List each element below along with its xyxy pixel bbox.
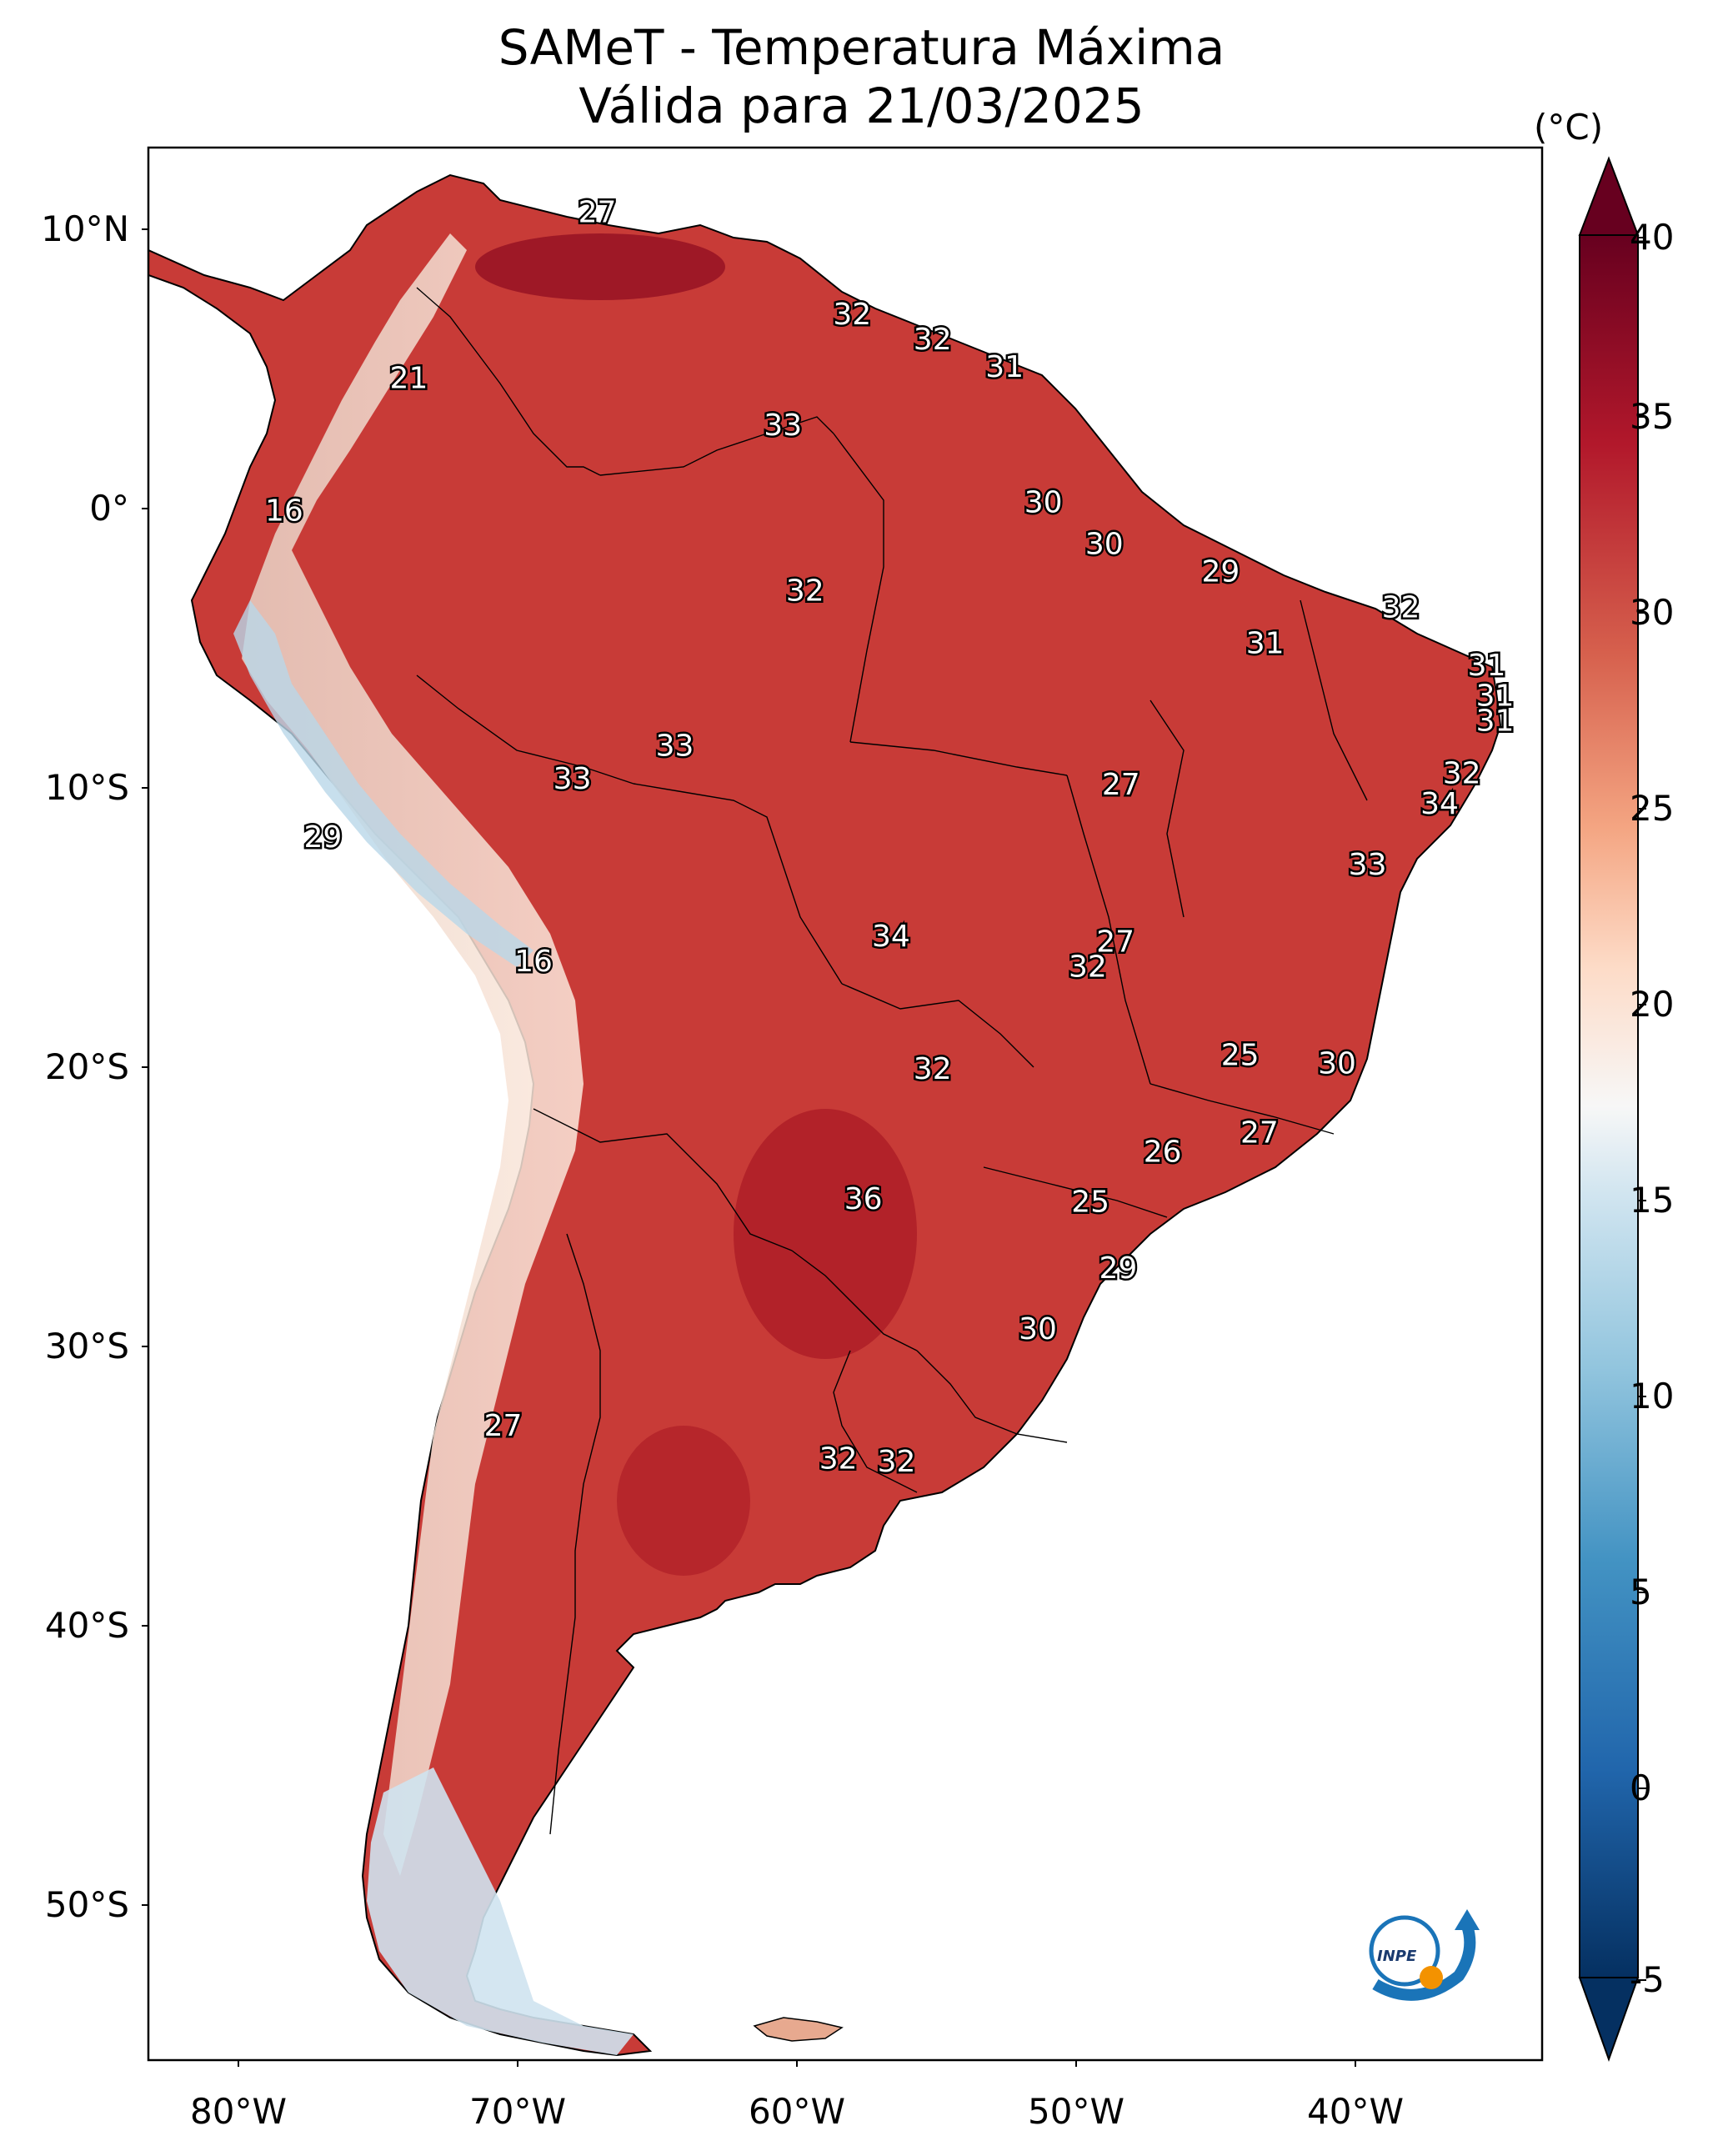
temperature-label: 32 [786,574,824,609]
inpe-logo: INPE [1369,1909,1480,2001]
map-subtitle: Válida para 21/03/2025 [579,78,1144,134]
borders [416,287,1368,1835]
logo-text: INPE [1377,1948,1417,1965]
temperature-label: 33 [553,762,592,796]
colorbar-tick-15: 15 [1630,1180,1675,1221]
colorbar-tick-40: 40 [1630,217,1675,258]
colorbar-tick-0: 0 [1630,1767,1652,1808]
colorbar-tick-35: 35 [1630,396,1675,437]
lat-label-40s: 40°S [44,1605,129,1646]
map-frame [147,146,1544,2062]
temperature-label: 25 [1071,1185,1109,1219]
falkland-islands [753,2017,844,2042]
temperature-label: 31 [985,350,1024,384]
temperature-label: 25 [1221,1039,1260,1073]
lat-label-30s: 30°S [44,1326,129,1366]
lon-label-80w: 80°W [190,2091,287,2132]
temperature-label: 31 [1476,704,1515,739]
axis-ticks [142,228,1356,2067]
temperature-label: 29 [1099,1251,1138,1286]
temperature-label: 32 [914,1052,952,1086]
temperature-label: 27 [1096,925,1134,960]
temperature-label: 27 [484,1409,523,1443]
colorbar-tick-5: 5 [1630,1572,1652,1612]
lat-label-50s: 50°S [44,1884,129,1925]
lat-label-10n: 10°N [41,208,129,249]
colorbar [1578,156,1646,2062]
chaco-hot-zone [734,1109,917,1359]
colorbar-tick-20: 20 [1630,984,1675,1025]
lon-label-40w: 40°W [1307,2091,1404,2132]
temperature-label: 33 [764,409,802,443]
logo-swoosh [1372,1923,1476,2001]
temperature-label: 31 [1468,649,1506,683]
venezuela-hot-zone [475,233,725,300]
temperature-label: 21 [390,361,428,395]
temperature-label: 36 [844,1182,883,1216]
colorbar-tick-25: 25 [1630,788,1675,829]
temperature-label: 30 [1024,486,1063,520]
lon-label-50w: 50°W [1028,2091,1124,2132]
temperature-label: 32 [914,323,952,357]
temperature-label: 27 [579,196,617,230]
argentina-hot-zone [617,1426,750,1576]
temperature-label: 26 [1144,1136,1182,1170]
temperature-label: 31 [1246,627,1285,661]
temperature-label: 32 [1382,591,1420,625]
temperature-label: 27 [1240,1116,1279,1150]
lon-label-70w: 70°W [469,2091,566,2132]
temperature-label: 27 [1102,768,1140,802]
logo-orange-dot [1420,1966,1443,1989]
logo-ring [1369,1915,1440,1987]
colorbar-tick-neg5: -5 [1630,1959,1665,2000]
temperature-label: 32 [1069,950,1107,985]
colorbar-bottom-extend [1578,1977,1640,2062]
lat-label-20s: 20°S [44,1046,129,1087]
temperature-label: 33 [656,729,694,763]
temperature-label: 29 [304,820,343,855]
temperature-label: 30 [1318,1047,1356,1081]
temperature-label: 32 [819,1442,858,1477]
temperature-label: 32 [1443,757,1481,791]
temperature-label: 32 [878,1445,916,1479]
temperature-label: 16 [514,945,553,979]
temperature-label: 30 [1085,527,1124,561]
temperature-label: 29 [1202,555,1240,589]
patagonia-cool-zone [367,1767,634,2055]
temperature-label: 32 [833,298,871,332]
lat-label-10s: 10°S [44,767,129,808]
lat-label-0: 0° [89,488,129,529]
colorbar-unit: (°C) [1534,107,1604,148]
andes-highlands [242,233,584,1876]
temperature-label: 16 [265,494,303,529]
temperature-label: 34 [872,920,910,954]
temperature-label: 34 [1420,787,1459,821]
temperature-label: 33 [1349,848,1387,882]
logo-arrow-icon [1455,1909,1480,1930]
lon-label-60w: 60°W [749,2091,845,2132]
colorbar-bar [1579,234,1639,1978]
temperature-label: 31 [1476,679,1515,714]
colorbar-tick-30: 30 [1630,592,1675,633]
map-title: SAMeT - Temperatura Máxima [498,19,1225,76]
temperature-label: 30 [1019,1312,1057,1346]
peru-cool-zone [233,600,533,967]
colorbar-tick-10: 10 [1630,1376,1675,1416]
